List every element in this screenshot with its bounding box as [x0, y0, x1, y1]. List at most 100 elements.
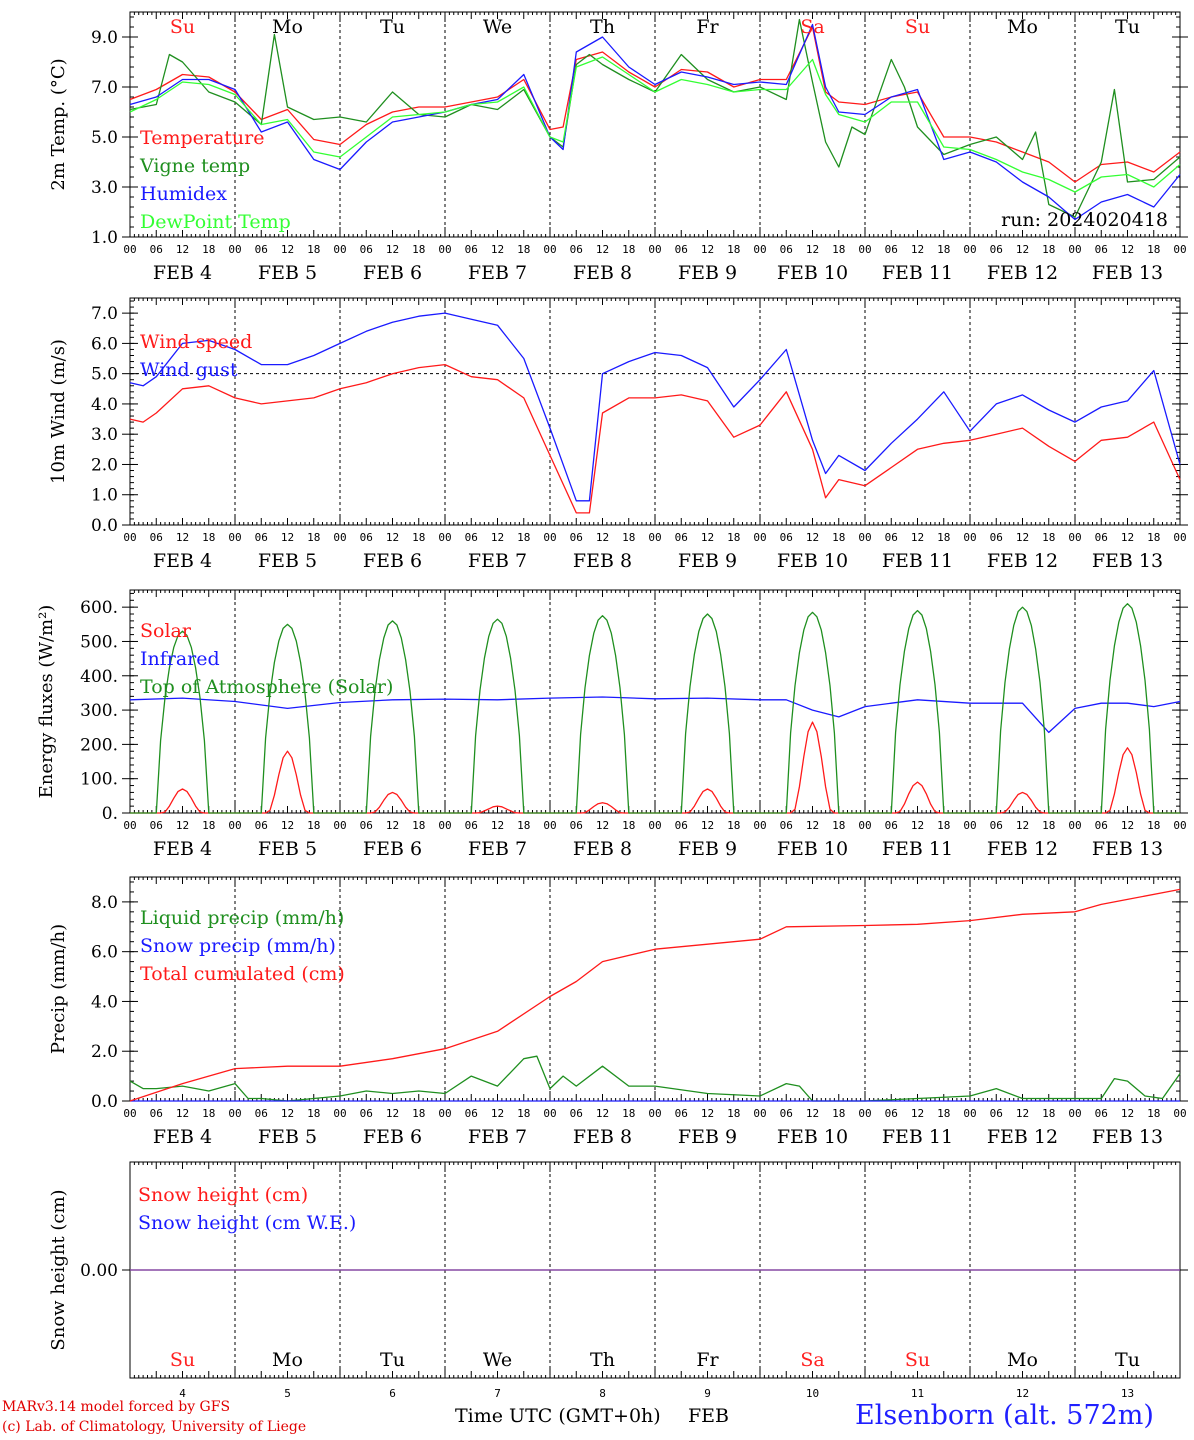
- hour-label: 18: [1042, 819, 1055, 832]
- date-label: FEB 12: [987, 1126, 1058, 1148]
- hour-label: 18: [622, 819, 635, 832]
- hour-label: 06: [780, 531, 793, 544]
- day-of-week: We: [483, 16, 512, 38]
- hour-label: 06: [570, 243, 583, 256]
- legend-label: Liquid precip (mm/h): [140, 907, 344, 929]
- day-of-week: Mo: [1007, 16, 1038, 38]
- hour-label: 00: [648, 819, 661, 832]
- hour-label: 06: [150, 243, 163, 256]
- hour-label: 00: [963, 1107, 976, 1120]
- hour-label: 18: [727, 1107, 740, 1120]
- hour-label: 06: [885, 531, 898, 544]
- date-label: FEB 8: [573, 838, 632, 860]
- date-label: FEB 11: [882, 550, 953, 572]
- hour-label: 18: [727, 531, 740, 544]
- series-line-liquid-precip-mm-h: [129, 1055, 1181, 1102]
- legend-label: Humidex: [140, 183, 227, 205]
- hour-label: 12: [701, 531, 714, 544]
- hour-label: 18: [307, 531, 320, 544]
- y-tick-label: 7.0: [91, 304, 118, 324]
- hour-label: 06: [990, 1107, 1003, 1120]
- series-line-wind-gust: [129, 312, 1181, 502]
- panel-4: Precip (mm/h): [48, 876, 1188, 1102]
- date-label: FEB 6: [363, 1126, 422, 1148]
- hour-label: 12: [1121, 243, 1134, 256]
- day-number: 13: [1121, 1387, 1134, 1400]
- hour-label: 00: [858, 243, 871, 256]
- date-label: FEB 4: [153, 1126, 212, 1148]
- day-number: 11: [911, 1387, 924, 1400]
- panel-5: Snow height (cm): [48, 1161, 1188, 1379]
- hour-label: 12: [806, 1107, 819, 1120]
- day-of-week: Sa: [800, 16, 824, 38]
- date-label: FEB 7: [468, 550, 527, 572]
- date-label: FEB 4: [153, 550, 212, 572]
- day-of-week: Su: [905, 1349, 930, 1371]
- hour-label: 12: [701, 819, 714, 832]
- hour-label: 06: [780, 1107, 793, 1120]
- date-label: FEB 8: [573, 1126, 632, 1148]
- day-number: 5: [284, 1387, 291, 1400]
- series-line-infrared: [129, 696, 1181, 734]
- hour-label: 18: [1042, 531, 1055, 544]
- hour-label: 18: [202, 819, 215, 832]
- date-label: FEB 13: [1092, 838, 1163, 860]
- hour-label: 12: [491, 1107, 504, 1120]
- y-tick-label: 1.0: [91, 228, 118, 248]
- day-of-week: Th: [590, 16, 615, 38]
- hour-label: 12: [596, 1107, 609, 1120]
- hour-label: 06: [360, 1107, 373, 1120]
- hour-label: 00: [753, 819, 766, 832]
- hour-label: 18: [307, 1107, 320, 1120]
- hour-label: 18: [727, 243, 740, 256]
- date-label: FEB 5: [258, 1126, 317, 1148]
- date-label: FEB 13: [1092, 1126, 1163, 1148]
- hour-label: 06: [990, 531, 1003, 544]
- date-label: FEB 12: [987, 550, 1058, 572]
- run-annotation: run: 2024020418: [1001, 209, 1168, 231]
- hour-label: 18: [517, 819, 530, 832]
- hour-label: 18: [1147, 531, 1160, 544]
- y-axis-label: 10m Wind (m/s): [48, 339, 69, 484]
- y-axis-label: Snow height (cm): [48, 1189, 69, 1350]
- y-tick-label: 4.0: [91, 992, 118, 1012]
- y-tick-label: 500.: [80, 632, 118, 652]
- hour-label: 00: [858, 1107, 871, 1120]
- series-line-wind-speed: [129, 363, 1181, 514]
- hour-label: 18: [202, 243, 215, 256]
- date-label: FEB 9: [678, 550, 737, 572]
- y-tick-label: 4.0: [91, 395, 118, 415]
- hour-label: 06: [675, 1107, 688, 1120]
- hour-label: 00: [543, 243, 556, 256]
- hour-label: 06: [990, 243, 1003, 256]
- hour-label: 06: [780, 243, 793, 256]
- hour-label: 00: [1068, 243, 1081, 256]
- date-label: FEB 4: [153, 262, 212, 284]
- hour-label: 18: [937, 531, 950, 544]
- hour-label: 18: [1042, 1107, 1055, 1120]
- day-of-week: Su: [170, 16, 195, 38]
- hour-label: 18: [412, 243, 425, 256]
- hour-label: 06: [780, 819, 793, 832]
- hour-label: 12: [386, 819, 399, 832]
- hour-label: 06: [465, 1107, 478, 1120]
- hour-label: 00: [438, 243, 451, 256]
- hour-label: 12: [806, 531, 819, 544]
- hour-label: 00: [1173, 531, 1186, 544]
- hour-label: 18: [517, 243, 530, 256]
- hour-label: 18: [727, 819, 740, 832]
- hour-label: 00: [648, 1107, 661, 1120]
- hour-label: 12: [386, 531, 399, 544]
- hour-label: 06: [465, 819, 478, 832]
- hour-label: 00: [648, 531, 661, 544]
- hour-label: 06: [255, 819, 268, 832]
- hour-label: 00: [858, 531, 871, 544]
- legend-label: DewPoint Temp: [140, 211, 291, 233]
- day-of-week: Th: [590, 1349, 615, 1371]
- day-of-week: Tu: [1115, 1349, 1140, 1371]
- hour-label: 00: [1068, 531, 1081, 544]
- hour-label: 12: [1121, 531, 1134, 544]
- hour-label: 12: [596, 243, 609, 256]
- hour-label: 00: [858, 819, 871, 832]
- hour-label: 00: [963, 819, 976, 832]
